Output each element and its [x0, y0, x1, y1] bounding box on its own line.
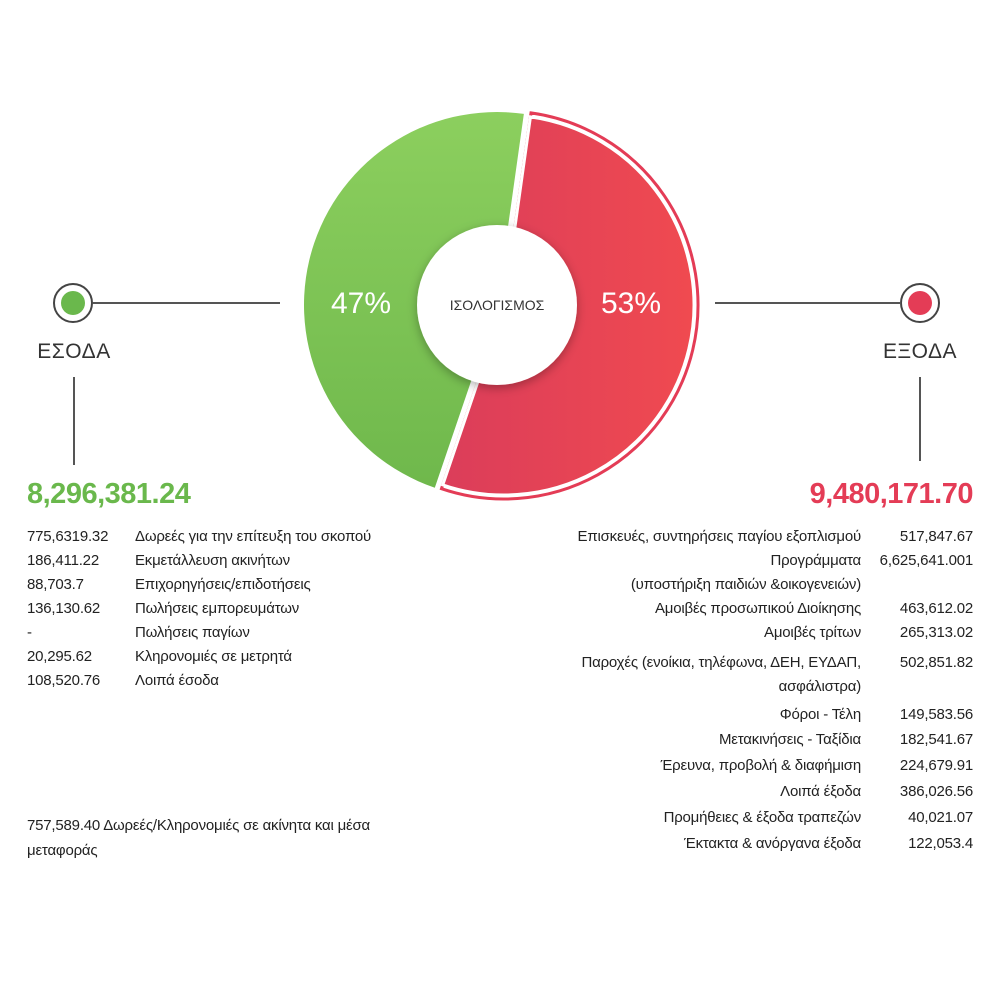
- income-note: 757,589.40 Δωρεές/Κληρονομιές σε ακίνητα…: [27, 817, 371, 859]
- item-value: 463,612.02: [899, 600, 973, 617]
- item-label: Κληρονομιές σε μετρητά: [135, 648, 292, 665]
- item-label: Παροχές (ενοίκια, τηλέφωνα, ΔΕΗ, ΕΥΔΑΠ,: [581, 654, 861, 671]
- list-item: Αμοιβές προσωπικού Διοίκησης 463,612.02: [413, 597, 973, 621]
- item-value: -: [27, 624, 32, 641]
- list-item: 88,703.7 Επιχορηγήσεις/επιδοτήσεις: [27, 573, 371, 597]
- item-label: Προμήθειες & έξοδα τραπεζών: [663, 809, 862, 826]
- item-value: 20,295.62: [27, 648, 92, 665]
- list-item: 775,6319.32 Δωρεές για την επίτευξη του σ…: [27, 525, 371, 549]
- item-label: Επιχορηγήσεις/επιδοτήσεις: [135, 576, 311, 593]
- expenses-percent-label: 53%: [601, 287, 661, 320]
- item-value: 224,679.91: [899, 757, 973, 774]
- item-value: 149,583.56: [899, 706, 973, 723]
- expenses-divider: [919, 377, 921, 461]
- item-value: 136,130.62: [27, 600, 101, 617]
- list-item: Προμήθειες & έξοδα τραπεζών 40,021.07: [413, 805, 974, 831]
- list-item: 186,411.22 Εκμετάλλευση ακινήτων: [27, 549, 371, 573]
- item-label: Πωλήσεις εμπορευμάτων: [135, 600, 300, 617]
- income-divider: [73, 377, 75, 465]
- item-label: Έκτακτα & ανόργανα έξοδα: [684, 835, 861, 852]
- item-label: Πωλήσεις παγίων: [135, 624, 250, 641]
- item-value: 265,313.02: [899, 624, 973, 641]
- list-item: Μετακινήσεις - Ταξίδια 182,541.67: [413, 727, 973, 753]
- item-value: 88,703.7: [27, 576, 84, 593]
- item-label: (υποστήριξη παιδιών &οικογενειών): [630, 576, 861, 593]
- list-item: (υποστήριξη παιδιών &οικογενειών): [413, 573, 973, 597]
- item-value: 775,6319.32: [27, 528, 109, 545]
- list-item: - Πωλήσεις παγίων: [27, 621, 371, 645]
- expenses-total: 9,480,171.70: [809, 478, 974, 510]
- item-value: 386,026.56: [899, 783, 973, 800]
- expenses-title: ΕΞΟΔΑ: [882, 340, 958, 363]
- item-value: 517,847.67: [899, 528, 973, 545]
- item-value: 502,851.82: [899, 654, 973, 671]
- list-item: Προγράμματα 6,625,641.001: [413, 549, 973, 573]
- income-total: 8,296,381.24: [27, 478, 191, 510]
- expenses-dot-icon: [908, 291, 932, 315]
- donut-center-label: ΙΣΟΛΟΓΙΣΜΟΣ: [450, 297, 545, 313]
- list-item: Φόροι - Τέλη 149,583.56: [413, 703, 973, 727]
- list-item: 136,130.62 Πωλήσεις εμπορευμάτων: [27, 597, 371, 621]
- item-value: 6,625,641.001: [879, 552, 974, 569]
- expenses-list: Επισκευές, συντηρήσεις παγίου εξοπλισμού…: [413, 525, 974, 857]
- item-label: ασφάλιστρα): [778, 678, 862, 695]
- item-value: 40,021.07: [908, 809, 973, 826]
- income-marker: [53, 283, 93, 323]
- item-label: Εκμετάλλευση ακινήτων: [135, 552, 290, 569]
- list-item: ασφάλιστρα): [413, 675, 973, 699]
- item-label: Έρευνα, προβολή & διαφήμιση: [660, 757, 862, 774]
- item-label: Φόροι - Τέλη: [779, 706, 861, 723]
- income-slice: [304, 112, 524, 488]
- list-item: 108,520.76 Λοιπά έσοδα: [27, 669, 371, 693]
- income-connector: [93, 302, 280, 304]
- list-item: 20,295.62 Κληρονομιές σε μετρητά: [27, 645, 371, 669]
- item-label: Προγράμματα: [770, 552, 861, 569]
- item-label: Μετακινήσεις - Ταξίδια: [719, 731, 861, 748]
- list-item: Επισκευές, συντηρήσεις παγίου εξοπλισμού…: [413, 525, 974, 549]
- income-percent-label: 47%: [331, 287, 391, 320]
- income-title: ΕΣΟΔΑ: [37, 340, 111, 363]
- item-label: Αμοιβές τρίτων: [764, 624, 861, 641]
- item-value: 186,411.22: [27, 552, 99, 569]
- list-item: Λοιπά έξοδα 386,026.56: [413, 779, 973, 805]
- list-item: Έρευνα, προβολή & διαφήμιση 224,679.91: [413, 753, 974, 779]
- income-list: 775,6319.32 Δωρεές για την επίτευξη του σ…: [27, 525, 371, 693]
- item-label: Δωρεές για την επίτευξη του σκοπού: [135, 528, 372, 545]
- expenses-marker: [900, 283, 940, 323]
- item-label: Αμοιβές προσωπικού Διοίκησης: [655, 600, 861, 617]
- list-item: Έκτακτα & ανόργανα έξοδα 122,053.4: [413, 831, 973, 857]
- list-item: Παροχές (ενοίκια, τηλέφωνα, ΔΕΗ, ΕΥΔΑΠ, 5…: [413, 651, 973, 675]
- income-dot-icon: [61, 291, 85, 315]
- donut-chart: ΙΣΟΛΟΓΙΣΜΟΣ 47% 53%: [304, 111, 700, 501]
- item-label: Λοιπά έξοδα: [780, 783, 861, 800]
- donut-center: [417, 225, 577, 385]
- item-value: 122,053.4: [908, 835, 973, 852]
- item-label: Λοιπά έσοδα: [135, 672, 219, 689]
- list-item: Αμοιβές τρίτων 265,313.02: [413, 621, 973, 645]
- item-value: 108,520.76: [27, 672, 101, 689]
- item-value: 182,541.67: [899, 731, 973, 748]
- item-value: [861, 675, 973, 699]
- item-label: Επισκευές, συντηρήσεις παγίου εξοπλισμού: [577, 528, 862, 545]
- expenses-connector: [715, 302, 901, 304]
- item-value: [861, 573, 973, 597]
